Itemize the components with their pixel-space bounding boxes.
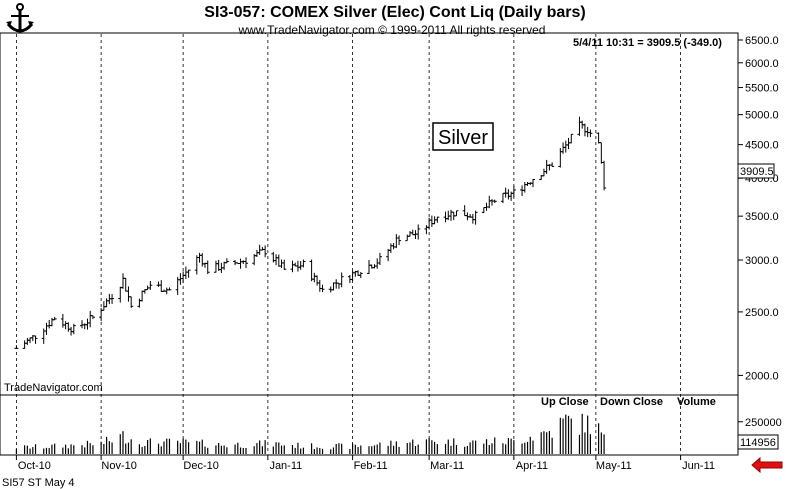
price-bars <box>14 116 607 350</box>
price-tick-label: 6000.0 <box>745 58 779 70</box>
price-tick-label: 5500.0 <box>745 83 779 95</box>
last-volume-tag-box <box>737 434 779 450</box>
price-bar <box>263 245 268 258</box>
last-price-tag: 3909.5 <box>740 166 774 178</box>
x-tick-label: Nov-10 <box>101 460 136 472</box>
price-bar <box>397 235 402 245</box>
price-bar <box>167 287 172 291</box>
watermark-text: TradeNavigator.com <box>4 382 103 394</box>
month-gridlines <box>15 34 681 454</box>
chart-title: SI3-057: COMEX Silver (Elec) Cont Liq (D… <box>204 4 585 21</box>
series-label-box <box>432 122 494 151</box>
price-bar <box>14 345 19 350</box>
legend-down-close: Down Close <box>600 396 663 408</box>
price-bar <box>282 259 287 270</box>
price-bar <box>588 129 593 138</box>
copyright-text: www.TradeNavigator.com © 1999-2011 All r… <box>238 23 546 37</box>
series-label: Silver <box>438 127 488 149</box>
x-axis-labels: Oct-10 Nov-10 Dec-10 Jan-11 Feb-11 Mar-11 Apr-… <box>15 455 715 472</box>
last-price-tag-box <box>737 163 775 179</box>
price-bar <box>90 315 95 320</box>
price-bar <box>454 210 459 217</box>
price-bar <box>473 210 478 225</box>
price-bar <box>244 257 248 269</box>
price-tick-label: 5000.0 <box>745 110 779 122</box>
price-tick-label: 6500.0 <box>745 35 779 47</box>
x-tick-label: May-11 <box>596 460 632 472</box>
price-bar <box>224 258 229 264</box>
plot-frame <box>0 32 739 456</box>
price-bar <box>358 272 363 279</box>
x-tick-label: Mar-11 <box>430 460 464 472</box>
x-tick-label: Oct-10 <box>18 460 51 472</box>
price-bar <box>492 199 497 204</box>
price-bar <box>52 316 57 321</box>
x-tick-label: Jun-11 <box>682 460 715 472</box>
price-tick-label: 2000.0 <box>745 370 779 382</box>
volume-bars <box>15 413 605 454</box>
trade-navigator-logo-icon <box>6 3 34 33</box>
price-tick-label: 2500.0 <box>745 307 779 319</box>
price-bar <box>148 281 153 290</box>
price-tick-label: 3500.0 <box>745 211 779 223</box>
price-bar <box>110 294 115 304</box>
x-tick-label: Dec-10 <box>183 460 218 472</box>
scroll-right-arrow-icon[interactable] <box>751 456 783 474</box>
price-bar <box>301 259 306 268</box>
price-bar <box>129 296 134 308</box>
volume-axis: 250000 <box>738 417 782 429</box>
price-bar <box>416 224 421 240</box>
x-tick-label: Apr-11 <box>516 460 548 472</box>
price-tick-label: 4500.0 <box>745 140 779 152</box>
price-bar <box>602 160 607 191</box>
price-bar <box>339 272 344 288</box>
price-bar <box>33 335 38 344</box>
price-readout: 5/4/11 10:31 = 3909.5 (-349.0) <box>573 37 722 49</box>
price-bar <box>186 269 191 278</box>
price-bar <box>377 252 382 266</box>
price-bar <box>531 178 535 188</box>
x-tick-label: Jan-11 <box>269 460 302 472</box>
x-tick-label: Feb-11 <box>354 460 388 472</box>
status-text: SI57 ST May 4 <box>2 477 75 489</box>
price-bar <box>511 185 516 198</box>
last-volume-tag: 114956 <box>740 437 776 449</box>
price-tick-label: 3000.0 <box>745 255 779 267</box>
price-bar <box>569 133 574 144</box>
volume-tick-label: 250000 <box>745 417 782 429</box>
legend-up-close: Up Close <box>541 396 589 408</box>
price-bar <box>550 162 555 167</box>
price-bar <box>320 284 325 293</box>
price-bar <box>435 216 440 223</box>
price-bar <box>205 260 210 275</box>
price-axis: 6500.06000.05500.05000.04500.04000.03500… <box>738 35 779 382</box>
price-bar <box>71 323 76 335</box>
legend-volume: Volume <box>677 396 716 408</box>
